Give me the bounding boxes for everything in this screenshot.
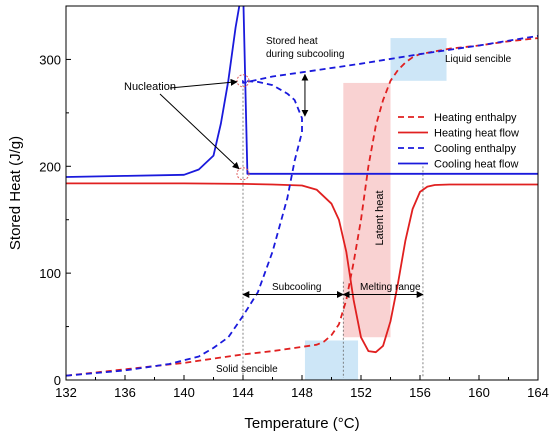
y-tick-label: 0	[54, 373, 61, 388]
annotation-latent-heat: Latent heat	[374, 190, 386, 245]
y-tick-label: 300	[39, 52, 61, 67]
annotation-subcooling: Subcooling	[272, 282, 321, 293]
series-line-4	[66, 6, 538, 178]
nucleation-circle	[236, 167, 250, 181]
series-layer	[66, 6, 538, 377]
y-tick-label: 100	[39, 266, 61, 281]
legend-label: Cooling enthalpy	[434, 143, 516, 155]
legend-label: Heating enthalpy	[434, 112, 517, 124]
y-axis-label: Stored Heat (J/g)	[7, 136, 24, 250]
x-tick-label: 148	[291, 385, 313, 400]
annotation-solid-sensible: Solid sencible	[216, 364, 278, 375]
solid-sensible-region	[304, 340, 359, 380]
legend: Heating enthalpy Heating heat flow Cooling…	[398, 112, 519, 171]
x-tick-label: 160	[468, 385, 490, 400]
y-tick-label: 200	[39, 159, 61, 174]
annotation-stored-heat-line1: Stored heat	[266, 36, 318, 47]
series-line-2	[66, 182, 538, 354]
x-tick-label: 136	[114, 385, 136, 400]
x-tick-label: 140	[173, 385, 195, 400]
liquid-sensible-region	[390, 38, 447, 81]
y-axis-ticks: 0 100 200 300	[39, 52, 71, 388]
nucleation-arrow-upper	[169, 78, 238, 89]
x-tick-label: 152	[350, 385, 372, 400]
annotation-melting-range: Melting range	[360, 282, 421, 293]
annotation-liquid-sensible: Liquid sencible	[445, 54, 512, 65]
x-tick-label: 156	[409, 385, 431, 400]
series-line-3	[66, 35, 538, 377]
nucleation-arrow-lower	[159, 93, 240, 170]
x-tick-label: 132	[55, 385, 77, 400]
legend-label: Heating heat flow	[434, 128, 519, 140]
annotation-nucleation: Nucleation	[124, 81, 176, 93]
x-axis-label: Temperature (°C)	[244, 415, 359, 432]
x-tick-label: 164	[527, 385, 549, 400]
series-line-1	[66, 37, 538, 377]
x-axis-ticks: 132 136 140 144 148 152 156 160 164	[55, 375, 549, 400]
x-tick-label: 144	[232, 385, 254, 400]
markers	[159, 73, 424, 299]
legend-label: Cooling heat flow	[434, 159, 518, 171]
annotation-stored-heat-line2: during subcooling	[266, 49, 344, 60]
